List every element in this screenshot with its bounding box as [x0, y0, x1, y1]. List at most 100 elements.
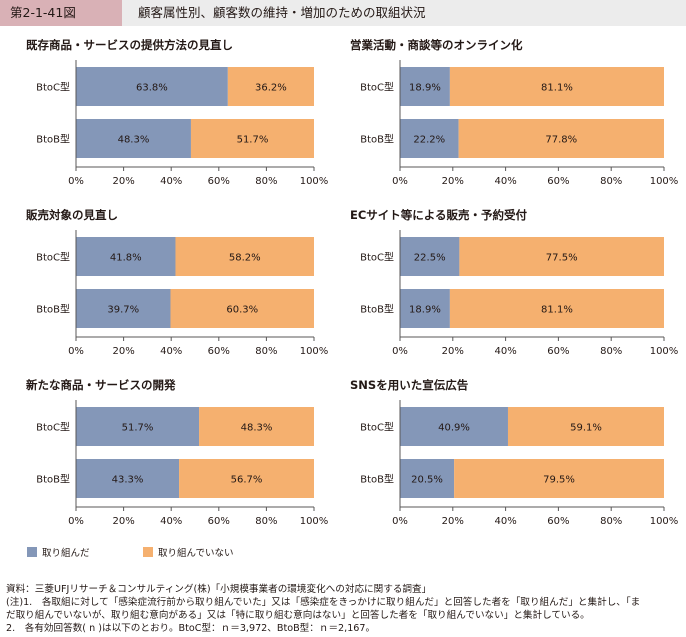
x-tick-label: 60%: [208, 176, 230, 187]
x-tick-label: 20%: [442, 516, 464, 527]
bar-segment-not-done: [458, 119, 664, 158]
category-label: BtoC型: [360, 81, 394, 94]
x-tick-label: 20%: [442, 346, 464, 357]
legend-swatch-done: [27, 547, 37, 557]
bar-segment-done: [400, 67, 450, 106]
category-label: BtoC型: [36, 81, 70, 94]
bar-segment-not-done: [449, 289, 664, 328]
category-label: BtoB型: [360, 473, 394, 486]
x-tick-label: 100%: [650, 346, 679, 357]
bar-segment-not-done: [179, 459, 314, 498]
category-label: BtoC型: [36, 421, 70, 434]
x-tick-label: 40%: [160, 346, 182, 357]
legend-item-not-done: 取り組んでいない: [143, 545, 234, 559]
note-1: (注)1. 各取組に対して「感染症流行前から取り組んでいた」又は「感染症をきっか…: [6, 597, 641, 608]
bar-segment-done: [400, 459, 455, 498]
x-tick-label: 0%: [68, 176, 84, 187]
chart-title: ECサイト等による販売・予約受付: [350, 208, 527, 222]
x-tick-label: 60%: [547, 346, 569, 357]
legend-item-done: 取り組んだ: [27, 545, 90, 559]
category-label: BtoB型: [36, 133, 70, 146]
category-label: BtoB型: [36, 473, 70, 486]
chart-title: 既存商品・サービスの提供方法の見直し: [26, 38, 233, 52]
chart-title: 営業活動・商談等のオンライン化: [350, 38, 523, 52]
category-label: BtoB型: [360, 303, 394, 316]
x-tick-label: 40%: [494, 346, 516, 357]
x-tick-label: 60%: [208, 346, 230, 357]
x-tick-label: 80%: [600, 346, 622, 357]
data-label: 41.8%: [110, 253, 142, 264]
bar-segment-done: [400, 289, 450, 328]
x-tick-label: 80%: [255, 516, 277, 527]
x-tick-label: 40%: [494, 516, 516, 527]
x-tick-label: 60%: [547, 516, 569, 527]
data-label: 77.5%: [546, 253, 578, 264]
data-label: 79.5%: [543, 475, 575, 486]
bar-segment-not-done: [449, 67, 664, 106]
data-label: 58.2%: [229, 253, 261, 264]
x-tick-label: 100%: [300, 176, 329, 187]
chart-title: SNSを用いた宣伝広告: [350, 378, 469, 392]
x-tick-label: 40%: [494, 176, 516, 187]
bar-segment-done: [76, 119, 191, 158]
data-label: 77.8%: [545, 135, 577, 146]
x-tick-label: 0%: [68, 346, 84, 357]
x-tick-label: 80%: [600, 516, 622, 527]
category-label: BtoC型: [360, 421, 394, 434]
data-label: 51.7%: [237, 135, 269, 146]
data-label: 18.9%: [409, 83, 441, 94]
data-label: 81.1%: [541, 305, 573, 316]
legend-label-not-done: 取り組んでいない: [158, 548, 234, 559]
data-label: 48.3%: [241, 423, 273, 434]
x-tick-label: 0%: [392, 176, 408, 187]
figure-title: 顧客属性別、顧客数の維持・増加のための取組状況: [138, 5, 426, 20]
x-tick-label: 0%: [68, 516, 84, 527]
x-tick-label: 80%: [255, 346, 277, 357]
source-notes: 資料：三菱UFJリサーチ＆コンサルティング(株)「小規模事業者の環境変化への対応…: [6, 583, 682, 635]
x-tick-label: 100%: [300, 516, 329, 527]
charts-area: 既存商品・サービスの提供方法の見直し BtoC型 63.8% 36.2% BtoB型 48…: [26, 38, 679, 527]
category-label: BtoC型: [360, 251, 394, 264]
bar-segment-not-done: [170, 289, 314, 328]
data-label: 63.8%: [136, 83, 168, 94]
x-tick-label: 40%: [160, 176, 182, 187]
chart-title: 販売対象の見直し: [26, 208, 118, 222]
bar-segment-not-done: [175, 237, 314, 276]
x-tick-label: 20%: [112, 346, 134, 357]
x-tick-label: 60%: [547, 176, 569, 187]
x-tick-label: 80%: [255, 176, 277, 187]
data-label: 22.5%: [414, 253, 446, 264]
category-label: BtoB型: [36, 303, 70, 316]
data-label: 20.5%: [411, 475, 443, 486]
data-label: 81.1%: [541, 83, 573, 94]
data-label: 48.3%: [118, 135, 150, 146]
x-tick-label: 20%: [442, 176, 464, 187]
data-label: 56.7%: [231, 475, 263, 486]
bar-segment-not-done: [190, 119, 314, 158]
x-tick-label: 0%: [392, 346, 408, 357]
x-tick-label: 100%: [650, 176, 679, 187]
chart-title: 新たな商品・サービスの開発: [26, 378, 176, 392]
bar-segment-done: [400, 119, 459, 158]
x-tick-label: 20%: [112, 176, 134, 187]
data-label: 36.2%: [255, 83, 287, 94]
bar-segment-not-done: [454, 459, 664, 498]
data-label: 59.1%: [570, 423, 602, 434]
bar-segment-not-done: [227, 67, 314, 106]
category-label: BtoC型: [36, 251, 70, 264]
data-label: 51.7%: [122, 423, 154, 434]
bar-segment-not-done: [459, 237, 664, 276]
data-label: 43.3%: [112, 475, 144, 486]
bar-segment-done: [76, 459, 180, 498]
bar-segment-done: [76, 407, 200, 446]
figure-number: 第2-1-41図: [0, 0, 122, 26]
x-tick-label: 40%: [160, 516, 182, 527]
note-1-cont: だ取り組んでいないが、取り組む意向がある」又は「特に取り組む意向はない」と回答し…: [6, 610, 590, 621]
category-label: BtoB型: [360, 133, 394, 146]
bar-segment-done: [76, 67, 228, 106]
bar-segment-done: [76, 289, 171, 328]
data-label: 40.9%: [438, 423, 470, 434]
x-tick-label: 80%: [600, 176, 622, 187]
data-label: 60.3%: [226, 305, 258, 316]
x-tick-label: 100%: [300, 346, 329, 357]
